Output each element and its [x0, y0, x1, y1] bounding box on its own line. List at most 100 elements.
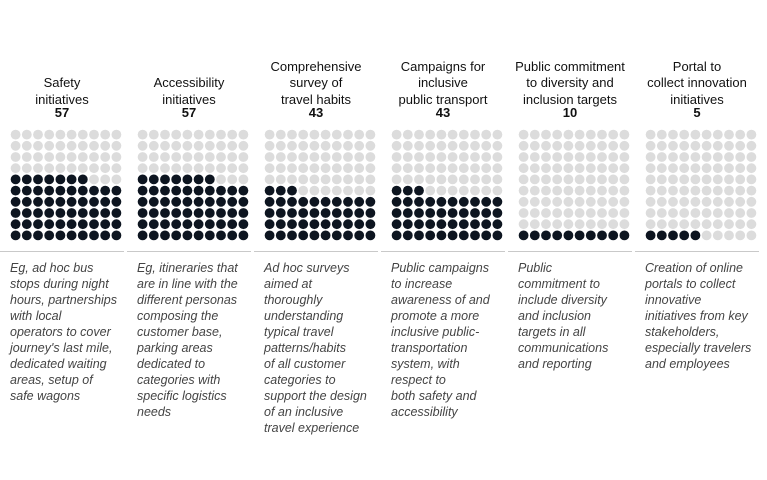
waffle-dot-filled: [137, 185, 148, 196]
waffle-dot-empty: [701, 163, 712, 174]
waffle-dot-filled: [137, 208, 148, 218]
waffle-dot-filled: [160, 208, 170, 218]
waffle-dot-filled: [193, 196, 204, 207]
waffle-dot-empty: [148, 129, 159, 140]
waffle-dot-empty: [343, 174, 353, 185]
waffle-dot-filled: [320, 219, 331, 230]
waffle-dot-empty: [458, 163, 469, 174]
waffle-dot-empty: [668, 140, 678, 151]
waffle-dot-filled: [298, 230, 309, 241]
waffle-dot-empty: [690, 174, 701, 185]
waffle-dot-filled: [492, 196, 503, 207]
waffle-dot-empty: [645, 185, 656, 196]
waffle-grid: [137, 129, 249, 241]
waffle-dot-filled: [33, 196, 43, 207]
waffle-dot-empty: [414, 163, 424, 174]
waffle-dot-empty: [585, 163, 596, 174]
waffle-dot-filled: [137, 230, 148, 241]
waffle-dot-empty: [608, 196, 619, 207]
waffle-dot-filled: [33, 230, 43, 241]
waffle-dot-empty: [44, 129, 55, 140]
waffle-dot-empty: [414, 140, 424, 151]
waffle-dot-filled: [619, 230, 630, 241]
waffle-dot-empty: [458, 185, 469, 196]
waffle-dot-filled: [343, 196, 353, 207]
waffle-dot-filled: [447, 196, 458, 207]
waffle-dot-empty: [574, 174, 585, 185]
waffle-dot-empty: [746, 140, 757, 151]
waffle-dot-filled: [227, 230, 238, 241]
waffle-dot-empty: [182, 140, 193, 151]
waffle-dot-empty: [701, 230, 712, 241]
waffle-dot-empty: [529, 163, 540, 174]
waffle-dot-filled: [160, 219, 170, 230]
waffle-dot-empty: [204, 152, 215, 162]
waffle-dot-empty: [100, 163, 111, 174]
category-description-line: Public campaigns: [391, 261, 489, 275]
category-description: Public campaigns to increase awareness of …: [391, 260, 507, 420]
category-description-line: commitment to: [518, 277, 600, 291]
waffle-dot-empty: [44, 140, 55, 151]
waffle-dot-filled: [66, 185, 77, 196]
waffle-dot-empty: [391, 129, 402, 140]
waffle-dot-empty: [518, 185, 529, 196]
waffle-dot-empty: [597, 196, 607, 207]
waffle-dot-empty: [238, 174, 249, 185]
waffle-dot-empty: [735, 174, 746, 185]
waffle-dot-empty: [55, 163, 66, 174]
waffle-dot-filled: [77, 219, 88, 230]
waffle-dot-empty: [679, 140, 690, 151]
waffle-dot-empty: [298, 140, 309, 151]
waffle-dot-filled: [21, 174, 32, 185]
waffle-dot-empty: [111, 174, 122, 185]
waffle-dot-empty: [160, 140, 170, 151]
waffle-dot-empty: [100, 140, 111, 151]
waffle-dot-empty: [597, 208, 607, 218]
category-title-line: Safety: [43, 75, 81, 90]
waffle-dot-filled: [227, 208, 238, 218]
category-description-line: support the design: [264, 389, 367, 403]
waffle-dot-filled: [365, 219, 376, 230]
waffle-dot-empty: [619, 163, 630, 174]
waffle-dot-empty: [137, 140, 148, 151]
waffle-dot-filled: [204, 230, 215, 241]
waffle-dot-empty: [585, 174, 596, 185]
waffle-dot-empty: [264, 152, 275, 162]
waffle-dot-empty: [365, 174, 376, 185]
waffle-dot-filled: [171, 196, 182, 207]
waffle-dot-empty: [354, 185, 365, 196]
waffle-dot-empty: [216, 152, 226, 162]
waffle-dot-empty: [597, 140, 607, 151]
waffle-dot-filled: [137, 174, 148, 185]
waffle-dot-empty: [414, 174, 424, 185]
waffle-dot-empty: [309, 163, 320, 174]
waffle-dot-empty: [470, 185, 480, 196]
waffle-dot-empty: [287, 140, 297, 151]
waffle-dot-empty: [645, 208, 656, 218]
waffle-dot-filled: [447, 219, 458, 230]
waffle-dot-empty: [679, 208, 690, 218]
waffle-dot-empty: [585, 129, 596, 140]
waffle-dot-filled: [574, 230, 585, 241]
waffle-dot-filled: [597, 230, 607, 241]
waffle-dot-filled: [10, 230, 21, 241]
category-description-line: both safety and: [391, 389, 477, 403]
waffle-dot-empty: [458, 140, 469, 151]
waffle-dot-filled: [44, 185, 55, 196]
waffle-dot-filled: [100, 196, 111, 207]
category-description-line: include diversity: [518, 293, 607, 307]
category-title-line: survey of: [289, 75, 343, 90]
category-description: Eg, ad hoc bus stops during night hours, p…: [10, 260, 126, 404]
waffle-dot-empty: [608, 163, 619, 174]
waffle-dot-empty: [529, 196, 540, 207]
category-title: Safety initiatives: [0, 58, 124, 108]
waffle-dot-empty: [10, 163, 21, 174]
waffle-dot-empty: [746, 174, 757, 185]
waffle-dot-empty: [746, 185, 757, 196]
category-description-line: inclusive public-: [391, 325, 480, 339]
waffle-dot-filled: [238, 230, 249, 241]
waffle-dot-empty: [343, 129, 353, 140]
waffle-dot-empty: [111, 140, 122, 151]
waffle-dot-empty: [148, 163, 159, 174]
waffle-dot-empty: [529, 129, 540, 140]
